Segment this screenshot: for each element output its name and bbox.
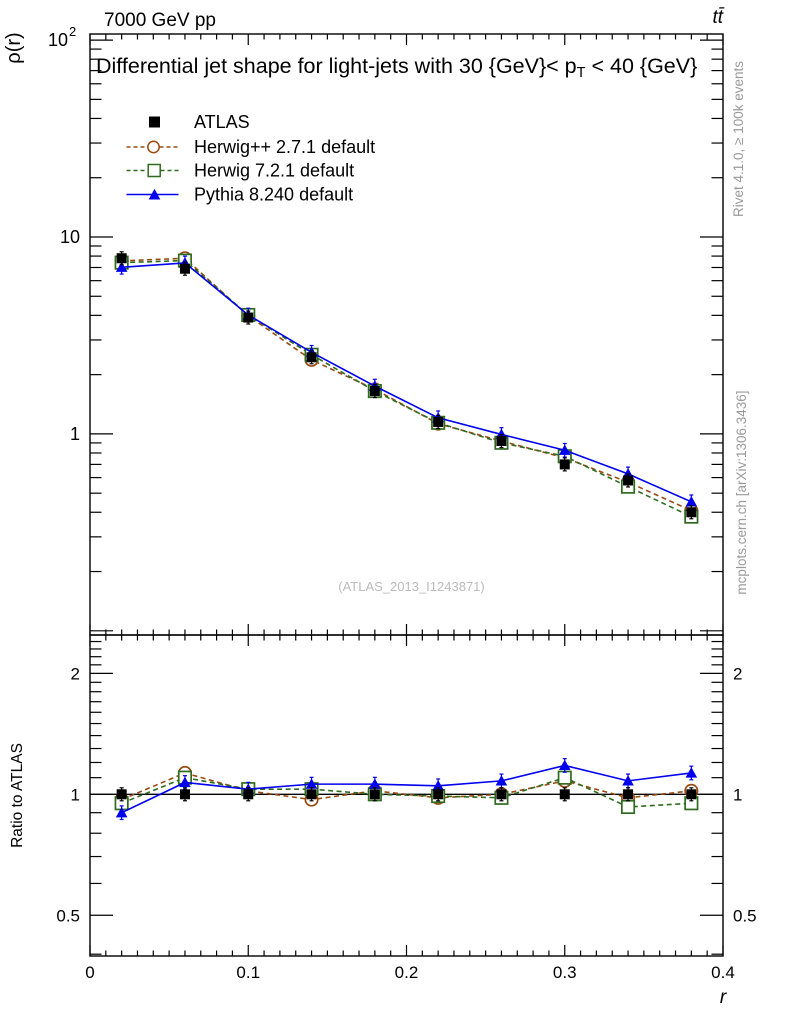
svg-text:Ratio to ATLAS: Ratio to ATLAS <box>9 743 26 848</box>
svg-text:ρ(r): ρ(r) <box>3 32 25 63</box>
svg-text:Pythia 8.240 default: Pythia 8.240 default <box>194 185 353 205</box>
svg-text:Herwig++ 2.7.1 default: Herwig++ 2.7.1 default <box>194 137 375 157</box>
svg-text:0.4: 0.4 <box>711 963 735 982</box>
svg-text:Rivet 4.1.0, ≥ 100k events: Rivet 4.1.0, ≥ 100k events <box>731 61 746 217</box>
svg-text:1: 1 <box>733 785 742 804</box>
svg-text:Herwig 7.2.1 default: Herwig 7.2.1 default <box>194 161 354 181</box>
svg-text:2: 2 <box>69 24 76 39</box>
svg-text:0.5: 0.5 <box>56 906 80 925</box>
svg-text:0.1: 0.1 <box>236 963 260 982</box>
svg-text:10: 10 <box>60 227 80 247</box>
svg-text:(ATLAS_2013_I1243871): (ATLAS_2013_I1243871) <box>338 579 484 594</box>
svg-text:1: 1 <box>70 424 80 444</box>
svg-text:mcplots.cern.ch [arXiv:1306.34: mcplots.cern.ch [arXiv:1306.3436] <box>734 390 749 594</box>
svg-text:0: 0 <box>85 963 94 982</box>
svg-text:2: 2 <box>733 664 742 683</box>
svg-text:Differential jet shape for lig: Differential jet shape for light-jets wi… <box>96 54 697 81</box>
svg-text:2: 2 <box>71 664 80 683</box>
svg-text:0.5: 0.5 <box>733 906 757 925</box>
svg-text:1: 1 <box>71 785 80 804</box>
svg-text:7000 GeV pp: 7000 GeV pp <box>104 10 216 31</box>
svg-text:ATLAS: ATLAS <box>194 112 250 132</box>
svg-text:r: r <box>720 987 727 1008</box>
svg-text:10: 10 <box>48 30 68 50</box>
svg-text:0.2: 0.2 <box>395 963 419 982</box>
svg-text:tt̄: tt̄ <box>712 7 724 28</box>
svg-text:0.3: 0.3 <box>553 963 577 982</box>
